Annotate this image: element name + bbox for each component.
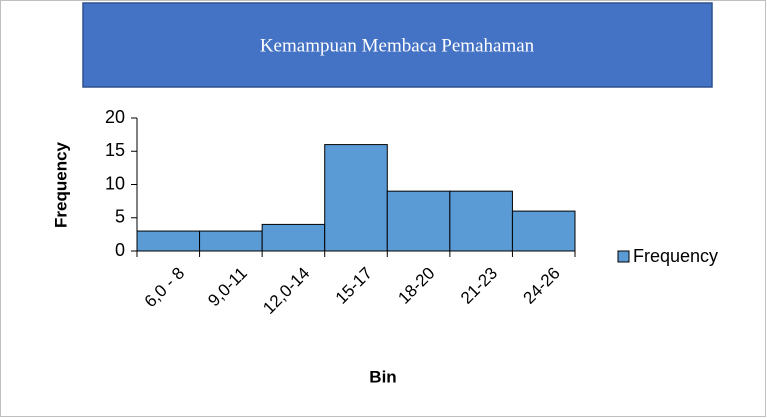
bar xyxy=(261,223,326,252)
y-axis-label: Frequency xyxy=(51,141,70,228)
y-tick-label: 15 xyxy=(105,140,125,160)
bar xyxy=(386,190,451,252)
x-axis-label: Bin xyxy=(369,367,396,386)
chart-title: Kemampuan Membaca Pemahaman xyxy=(260,35,535,56)
y-tick-label: 10 xyxy=(105,173,125,193)
bar xyxy=(449,190,513,252)
title-box xyxy=(82,2,713,88)
legend-label: Frequency xyxy=(633,246,718,266)
bar xyxy=(136,230,201,252)
legend-swatch xyxy=(617,250,630,263)
bar xyxy=(324,144,388,252)
y-tick-label: 5 xyxy=(115,207,125,227)
y-tick-label: 0 xyxy=(115,240,125,260)
bar xyxy=(511,210,576,252)
y-tick-label: 20 xyxy=(105,107,125,127)
bar xyxy=(199,230,263,252)
